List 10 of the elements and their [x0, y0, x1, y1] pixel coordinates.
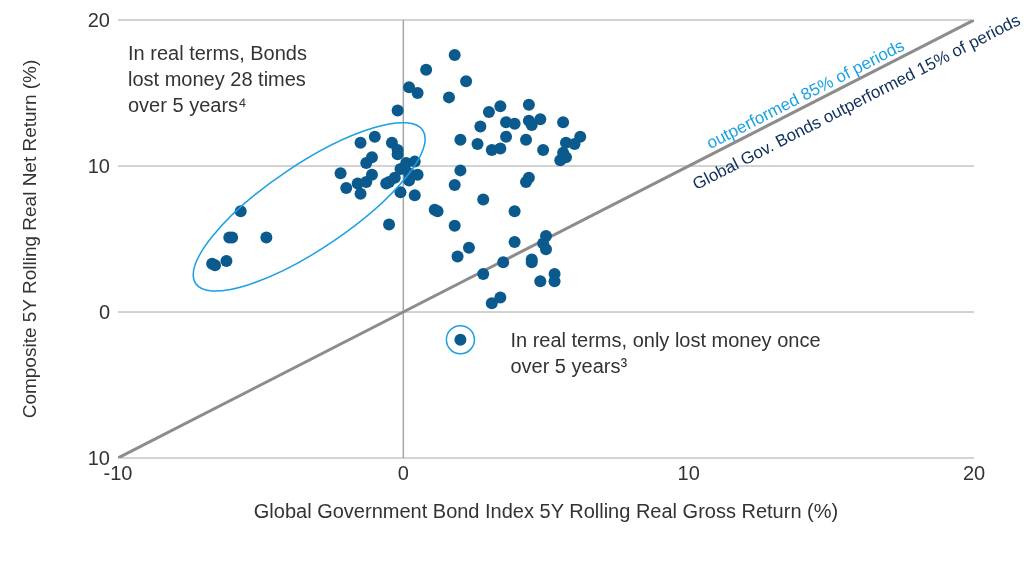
y-tick-label: 0 — [98, 301, 110, 324]
x-tick-label: 0 — [397, 462, 409, 485]
annotation: In real terms, Bonds lost money 28 times over 5 years⁴ — [128, 41, 308, 118]
x-tick-label: 20 — [962, 462, 986, 485]
annotation: In real terms, only lost money once over 5 years³ — [510, 327, 822, 379]
y-tick-label: 20 — [87, 9, 110, 32]
y-axis-title: Composite 5Y Rolling Real Net Return (%) — [19, 59, 40, 419]
x-axis-title: Global Government Bond Index 5Y Rolling Real Gross Return (%) — [252, 500, 840, 523]
y-tick-label: 10 — [87, 155, 110, 178]
x-tick-label: 10 — [677, 462, 700, 485]
